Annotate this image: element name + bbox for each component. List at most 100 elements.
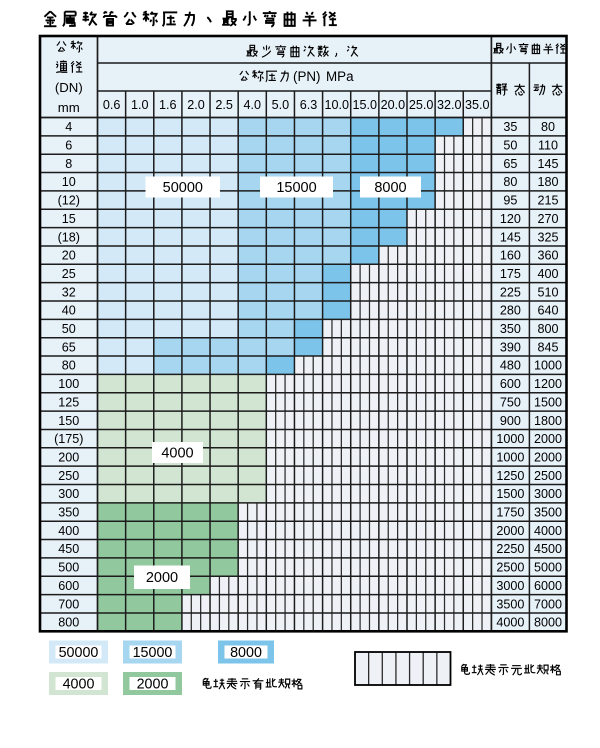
svg-text:(DN): (DN): [55, 80, 83, 95]
svg-text:80: 80: [503, 175, 517, 189]
svg-text:3000: 3000: [534, 487, 562, 501]
svg-text:35.0: 35.0: [465, 98, 490, 112]
svg-text:4.0: 4.0: [243, 98, 261, 112]
svg-text:600: 600: [58, 579, 79, 593]
svg-text:1000: 1000: [496, 451, 524, 465]
svg-text:3500: 3500: [534, 506, 562, 520]
svg-text:4000: 4000: [161, 446, 193, 462]
svg-text:700: 700: [58, 597, 79, 611]
svg-text:15000: 15000: [133, 645, 173, 661]
svg-text:350: 350: [500, 322, 521, 336]
svg-text:4000: 4000: [496, 616, 524, 630]
svg-text:1750: 1750: [496, 506, 524, 520]
svg-text:200: 200: [58, 451, 79, 465]
svg-text:4500: 4500: [534, 542, 562, 556]
svg-text:100: 100: [58, 377, 79, 391]
svg-text:750: 750: [500, 395, 521, 409]
svg-text:300: 300: [58, 487, 79, 501]
svg-text:120: 120: [500, 212, 521, 226]
svg-text:150: 150: [58, 414, 79, 428]
svg-text:900: 900: [500, 414, 521, 428]
svg-text:15000: 15000: [276, 180, 316, 196]
svg-text:32: 32: [62, 285, 76, 299]
svg-text:80: 80: [62, 359, 76, 373]
svg-text:7000: 7000: [534, 597, 562, 611]
svg-text:8: 8: [65, 157, 72, 171]
svg-text:25: 25: [62, 267, 76, 281]
svg-text:65: 65: [503, 157, 517, 171]
svg-text:2000: 2000: [496, 524, 524, 538]
svg-text:(18): (18): [58, 230, 80, 244]
svg-text:(PN): (PN): [293, 69, 321, 84]
svg-text:8000: 8000: [230, 645, 262, 661]
svg-text:4: 4: [65, 120, 72, 134]
svg-text:(12): (12): [58, 194, 80, 208]
svg-text:360: 360: [537, 249, 558, 263]
svg-text:20.0: 20.0: [381, 98, 406, 112]
svg-text:325: 325: [537, 230, 558, 244]
svg-text:20: 20: [62, 249, 76, 263]
svg-text:2.5: 2.5: [215, 98, 233, 112]
svg-text:640: 640: [537, 304, 558, 318]
svg-text:95: 95: [503, 194, 517, 208]
svg-text:510: 510: [537, 285, 558, 299]
svg-text:10.0: 10.0: [324, 98, 349, 112]
svg-text:15: 15: [62, 212, 76, 226]
svg-text:2000: 2000: [146, 570, 178, 586]
svg-text:(175): (175): [54, 432, 83, 446]
svg-text:2500: 2500: [496, 561, 524, 575]
svg-text:1200: 1200: [534, 377, 562, 391]
svg-text:5.0: 5.0: [272, 98, 290, 112]
svg-text:8000: 8000: [374, 180, 406, 196]
svg-text:1800: 1800: [534, 414, 562, 428]
svg-text:480: 480: [500, 359, 521, 373]
svg-text:180: 180: [537, 175, 558, 189]
svg-text:145: 145: [537, 157, 558, 171]
svg-text:2000: 2000: [534, 451, 562, 465]
svg-text:50: 50: [503, 139, 517, 153]
svg-text:2000: 2000: [534, 432, 562, 446]
svg-text:400: 400: [537, 267, 558, 281]
svg-text:3500: 3500: [496, 597, 524, 611]
svg-text:50: 50: [62, 322, 76, 336]
svg-text:350: 350: [58, 506, 79, 520]
svg-text:1.0: 1.0: [131, 98, 149, 112]
svg-text:6.3: 6.3: [300, 98, 318, 112]
svg-text:400: 400: [58, 524, 79, 538]
svg-text:50000: 50000: [59, 645, 99, 661]
svg-text:145: 145: [500, 230, 521, 244]
svg-text:250: 250: [58, 469, 79, 483]
svg-text:1500: 1500: [496, 487, 524, 501]
svg-text:6: 6: [65, 139, 72, 153]
svg-text:160: 160: [500, 249, 521, 263]
svg-text:500: 500: [58, 561, 79, 575]
svg-text:215: 215: [537, 194, 558, 208]
svg-text:270: 270: [537, 212, 558, 226]
svg-text:0.6: 0.6: [103, 98, 121, 112]
svg-text:125: 125: [58, 395, 79, 409]
svg-text:1.6: 1.6: [159, 98, 177, 112]
svg-text:2.0: 2.0: [187, 98, 205, 112]
svg-text:15.0: 15.0: [353, 98, 378, 112]
svg-text:mm: mm: [58, 100, 80, 115]
svg-text:175: 175: [500, 267, 521, 281]
svg-text:450: 450: [58, 542, 79, 556]
svg-text:8000: 8000: [534, 616, 562, 630]
svg-text:80: 80: [541, 120, 555, 134]
svg-text:6000: 6000: [534, 579, 562, 593]
svg-text:1250: 1250: [496, 469, 524, 483]
svg-text:800: 800: [537, 322, 558, 336]
svg-text:390: 390: [500, 340, 521, 354]
svg-text:5000: 5000: [534, 561, 562, 575]
svg-text:1000: 1000: [496, 432, 524, 446]
svg-text:225: 225: [500, 285, 521, 299]
svg-text:2000: 2000: [137, 677, 169, 693]
svg-text:65: 65: [62, 340, 76, 354]
svg-text:1000: 1000: [534, 359, 562, 373]
svg-text:40: 40: [62, 304, 76, 318]
svg-text:10: 10: [62, 175, 76, 189]
svg-text:110: 110: [538, 139, 558, 153]
svg-text:280: 280: [500, 304, 521, 318]
svg-text:800: 800: [58, 616, 79, 630]
svg-text:25.0: 25.0: [409, 98, 434, 112]
